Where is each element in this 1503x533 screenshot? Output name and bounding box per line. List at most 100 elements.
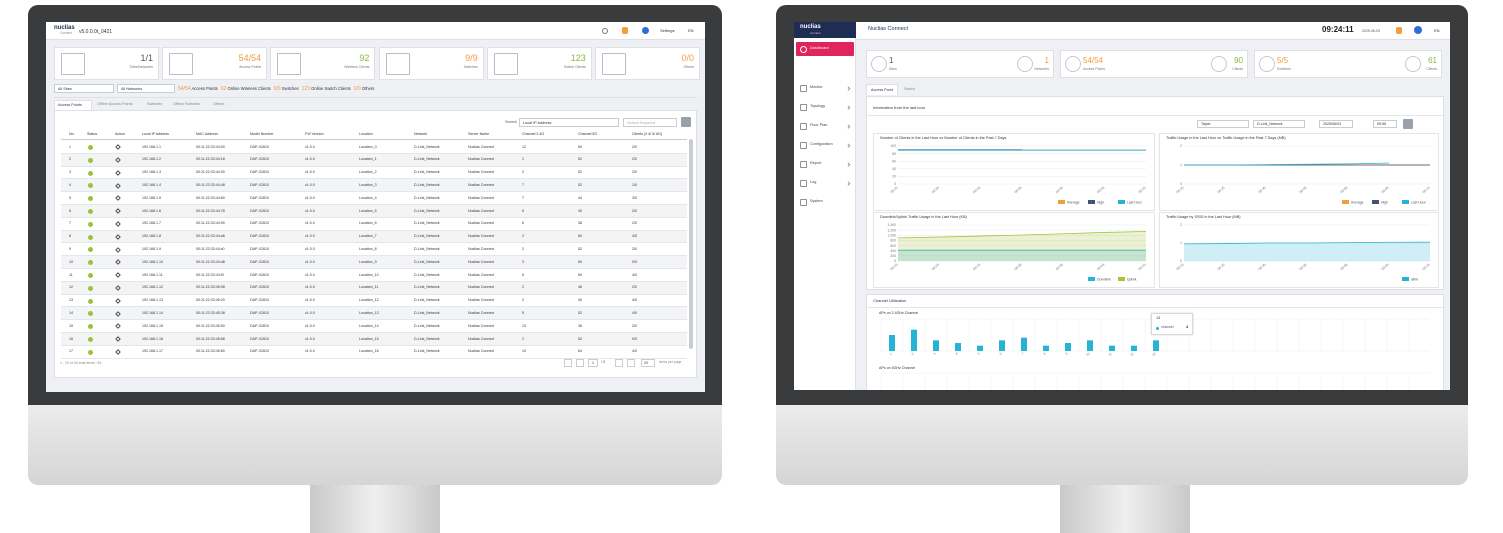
table-cell: DAP-X2810 (250, 285, 269, 290)
tab[interactable]: Offline Access Points (94, 100, 142, 110)
legend-swatch (1088, 277, 1095, 281)
table-cell: Nuclias Connect (468, 285, 495, 290)
bar (955, 343, 961, 351)
tab[interactable]: Switch (900, 84, 932, 95)
page-nav[interactable] (564, 359, 572, 367)
icon (800, 179, 807, 187)
table-row (61, 141, 687, 154)
table-cell: DAP-X2810 (250, 323, 269, 328)
table-cell: 4/0 (632, 349, 637, 354)
select-text: Local IP Address (523, 120, 552, 125)
page-nav[interactable] (576, 359, 584, 367)
nav-item[interactable]: Log (796, 176, 854, 190)
search-input[interactable]: Search Keyword (623, 118, 677, 127)
x-tick-label: 09:05 (1381, 186, 1390, 195)
legend-label: High (1097, 200, 1104, 204)
table-cell: 00:11:22:33:45:68 (196, 336, 225, 341)
nav-item[interactable]: Dashboard (796, 42, 854, 56)
column-header: Channel 5G (578, 132, 598, 136)
search-field-select[interactable]: Local IP Address (519, 118, 619, 127)
table-cell: D-Link_Network (414, 234, 440, 239)
table-cell: 192.168.1.16 (142, 336, 163, 341)
tab[interactable]: Switches (144, 100, 168, 110)
table-cell: DAP-X2810 (250, 311, 269, 315)
nav-item[interactable]: Floor Plan (796, 119, 854, 133)
sidebar: nuclias connect Dashboard Monitor Topology Fl… (794, 22, 856, 390)
settings-menu[interactable]: Settings (660, 28, 675, 33)
tooltip-dot (1156, 326, 1159, 330)
tab[interactable]: Others (210, 100, 234, 110)
table-cell: DAP-X2810 (250, 259, 269, 264)
status-dot (88, 247, 93, 253)
table-cell: D-Link_Network (414, 221, 440, 226)
tab[interactable]: Access Points (54, 100, 92, 110)
selector[interactable]: 09:55 (1373, 120, 1397, 128)
table-cell: 64 (578, 349, 582, 354)
table-cell: 2 (522, 234, 524, 239)
legend-label: dlink (1411, 277, 1418, 281)
placeholder: Search Keyword (627, 120, 655, 125)
summary-card: 123 Switch Clients (486, 47, 592, 80)
page-input[interactable]: 1 (588, 359, 598, 367)
table-cell: Location_7 (359, 234, 377, 239)
status-item: 9/9 Switches (274, 86, 299, 92)
export-button[interactable] (681, 117, 691, 127)
selector[interactable]: 2025/06/03 (1319, 120, 1353, 128)
table-cell: v1.0.0 (305, 221, 315, 226)
table-cell: 3 (522, 259, 524, 264)
x-tick-label: 6 (999, 352, 1003, 356)
bar (1131, 345, 1137, 351)
chart-title: Traffic Usage by SSID in the Last Hour (… (1166, 215, 1241, 219)
monitor-stand (310, 485, 440, 533)
language-menu[interactable]: EN (688, 28, 694, 33)
table-cell: 60 (578, 272, 582, 277)
table-cell: 2/0 (632, 221, 637, 226)
x-tick-label: 09:15 (1422, 263, 1431, 272)
site-select[interactable]: All Sites (54, 84, 114, 93)
nav-item[interactable]: Configuration (796, 138, 854, 152)
tab-label: Switches (147, 102, 163, 106)
x-tick-label: 8 (1043, 352, 1047, 356)
table-cell: Nuclias Connect (468, 298, 495, 303)
x-tick-label: 08:25 (1217, 263, 1226, 272)
logo: nuclias (800, 24, 821, 30)
nav-item[interactable]: Topology (796, 100, 854, 114)
page-number: 1 (592, 361, 594, 365)
x-tick-label: 08:45 (1299, 263, 1308, 272)
icon (800, 160, 807, 168)
table-cell: Location_0 (359, 144, 377, 149)
per-page-select[interactable]: 20 (641, 359, 655, 367)
summary-card: 1 Sites 1 Networks (866, 50, 1054, 78)
chart-title: APs on 2.4GHz Channel (879, 311, 919, 315)
table-cell: 2/0 (632, 157, 637, 162)
language-menu[interactable]: EN (1434, 28, 1440, 33)
nav-item[interactable]: Report (796, 157, 854, 171)
status-count: 92 (220, 86, 227, 92)
table-cell: DAP-X2810 (250, 208, 269, 213)
icon (800, 122, 807, 130)
table-cell: Location_10 (359, 272, 379, 277)
table-cell: D-Link_Network (414, 298, 440, 303)
tab[interactable]: Offline Switches (170, 100, 208, 110)
summary-card: 54/54 Access Points (162, 47, 268, 80)
network-select[interactable]: All Networks (117, 84, 175, 93)
nav-item[interactable]: Monitor (796, 81, 854, 95)
table-cell: D-Link_Network (414, 208, 440, 213)
y-tick-label: 200 (890, 254, 896, 258)
table-cell: 192.168.1.8 (142, 234, 161, 239)
table-cell: 52 (578, 247, 582, 251)
page-nav[interactable] (615, 359, 623, 367)
tab[interactable]: Access Point (866, 84, 898, 95)
table-cell: 00:11:22:33:45:20 (196, 298, 225, 303)
summary-value: 92 (359, 53, 370, 63)
page-nav[interactable] (627, 359, 635, 367)
clock-time: 09:24:11 (1322, 25, 1354, 34)
summary-card: 0/0 Others (595, 47, 700, 80)
go-button[interactable] (1403, 119, 1413, 129)
selector[interactable]: Taipei (1197, 120, 1249, 128)
selector[interactable]: D-Link_Network (1253, 120, 1305, 128)
nav-item[interactable]: System (796, 195, 854, 209)
table-cell: 16 (69, 336, 73, 341)
table-cell: 2/0 (632, 170, 637, 175)
